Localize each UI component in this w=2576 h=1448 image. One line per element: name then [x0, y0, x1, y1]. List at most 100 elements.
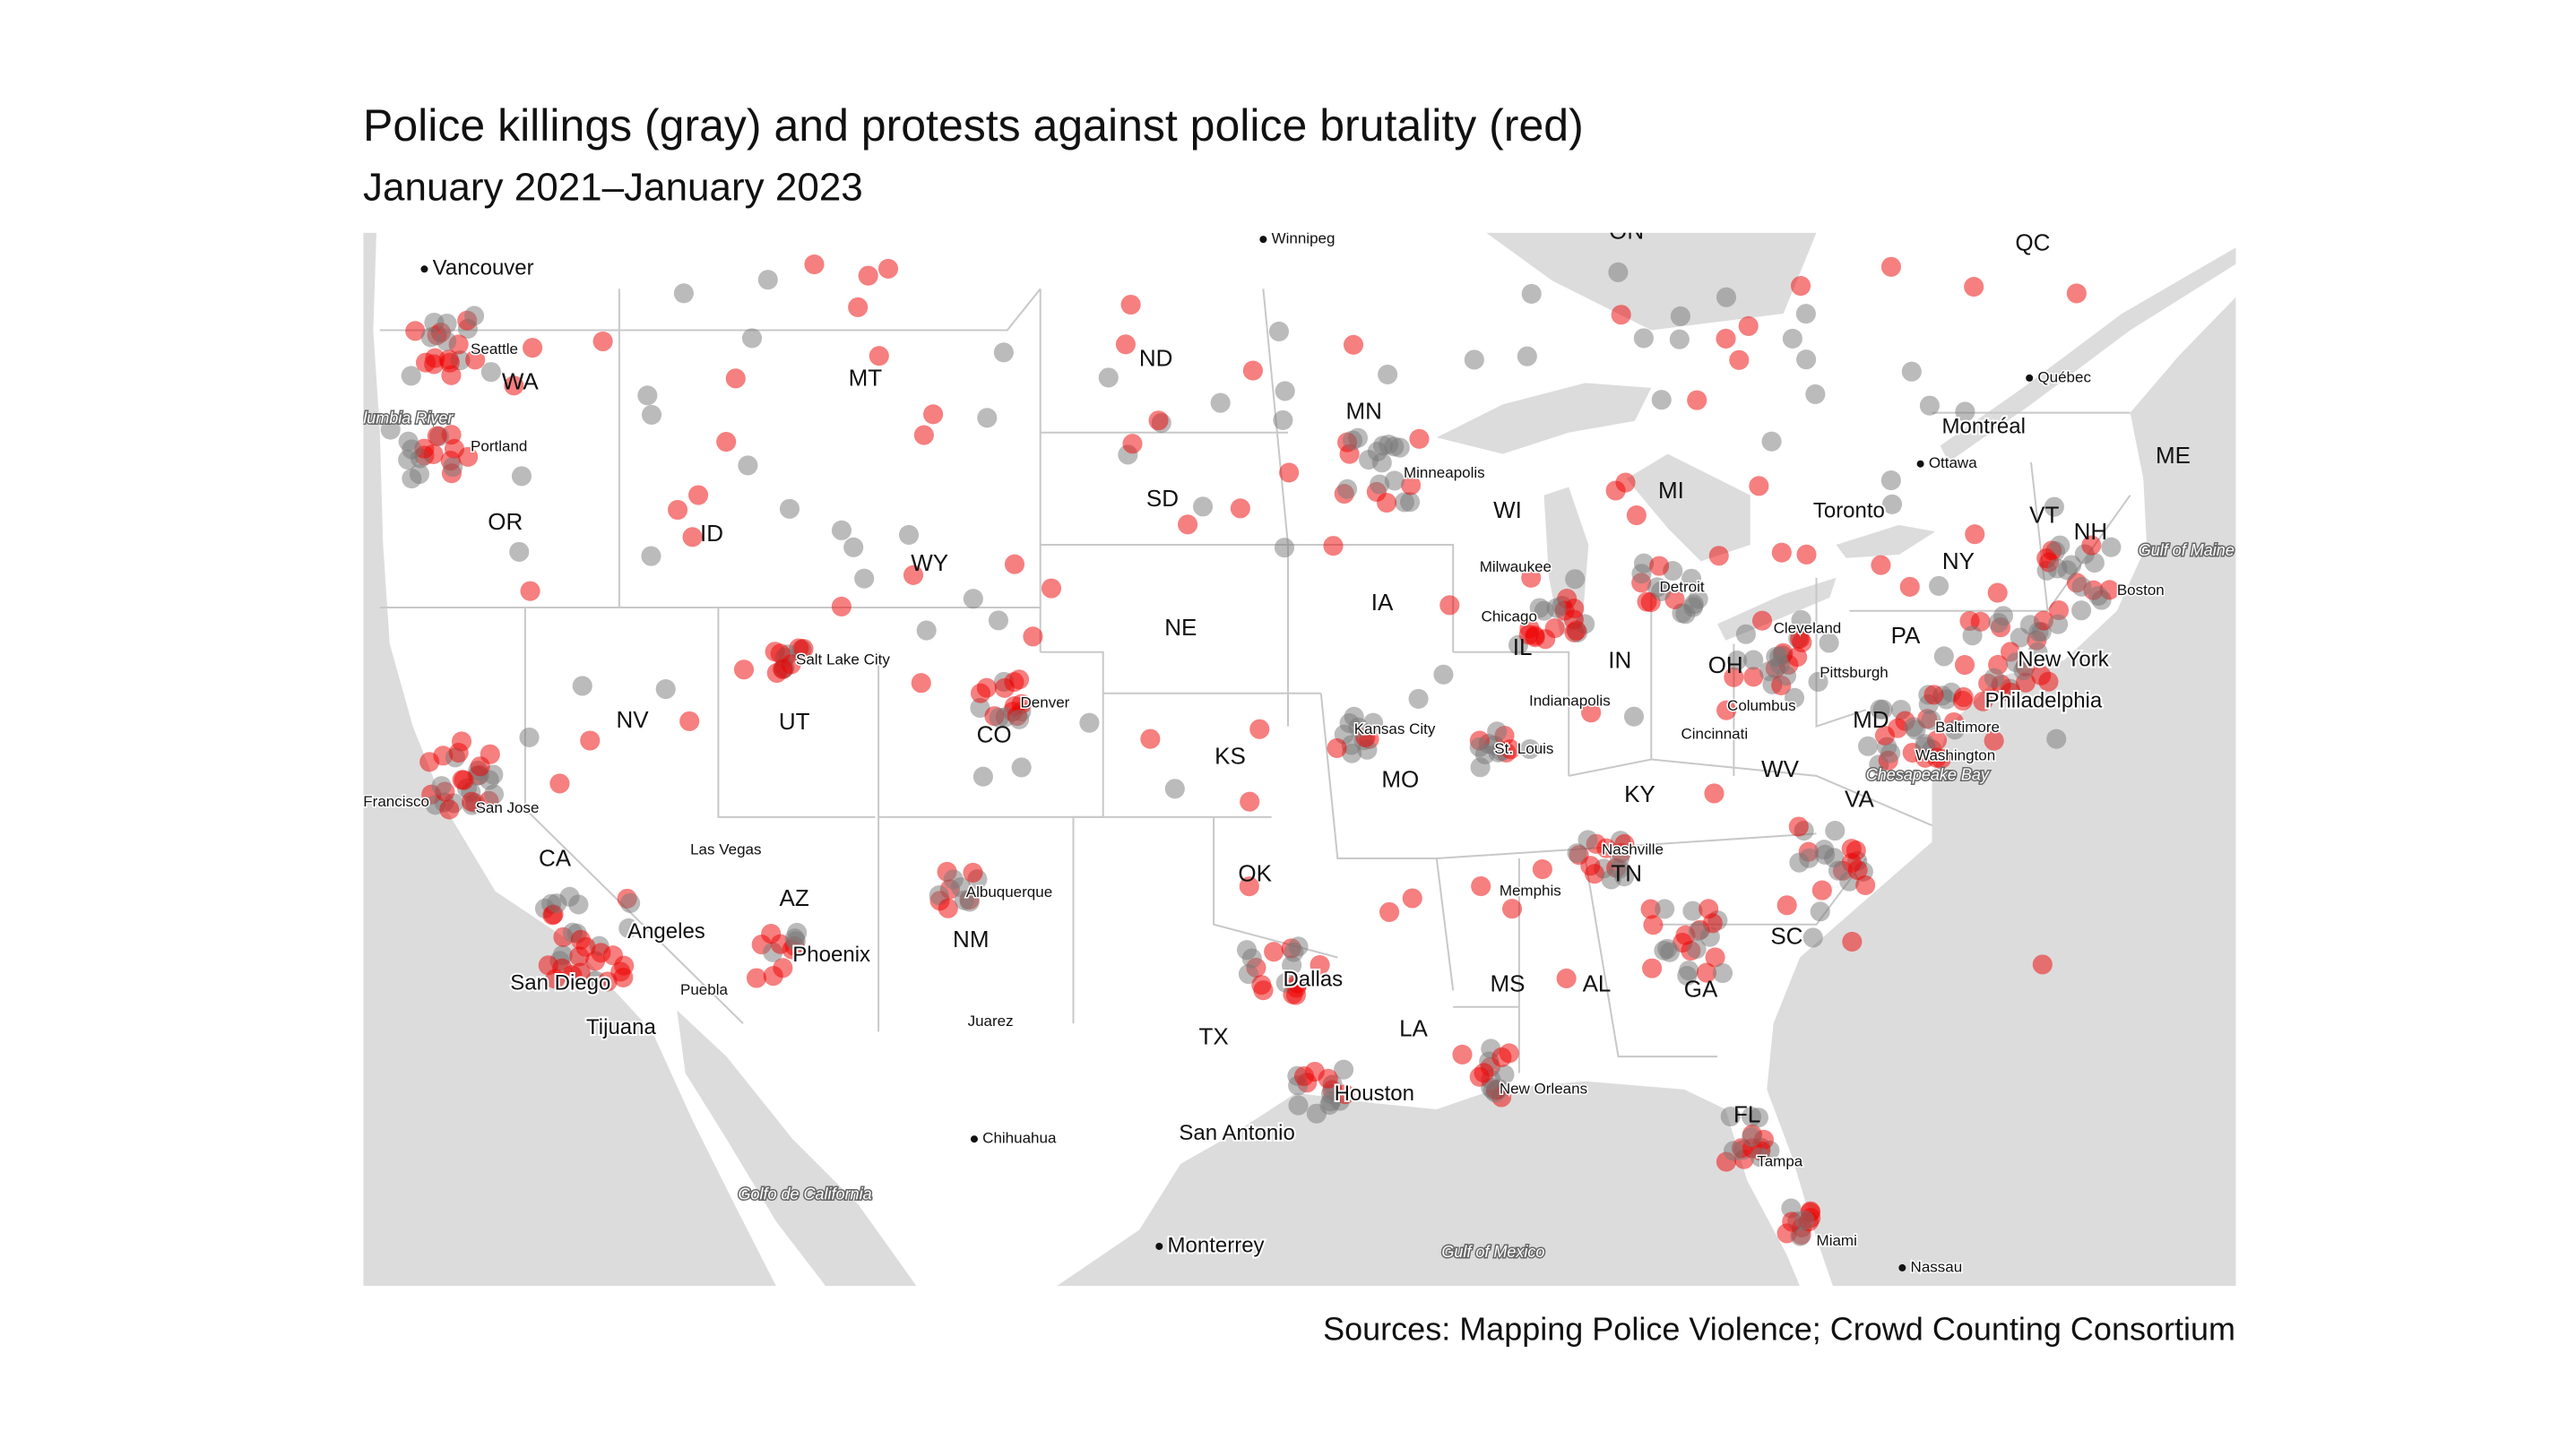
state-label: VA: [1845, 785, 1874, 812]
city-marker: [2026, 374, 2034, 382]
dot: [1655, 899, 1675, 919]
dot: [1148, 410, 1169, 431]
dot: [1337, 478, 1358, 499]
water-label: lumbia River: [363, 409, 454, 427]
dot: [1799, 848, 1820, 868]
dot: [1921, 710, 1941, 730]
city-label: Salt Lake City: [796, 651, 890, 668]
dot: [504, 375, 524, 396]
dot: [1984, 668, 2004, 688]
dot: [568, 894, 589, 915]
dot: [673, 283, 694, 304]
dot: [963, 589, 983, 609]
dot: [972, 766, 993, 787]
dot: [1004, 554, 1025, 574]
dot: [437, 313, 457, 334]
dot: [1651, 390, 1672, 410]
dot: [679, 711, 700, 731]
dot: [1611, 305, 1631, 325]
dot: [1791, 609, 1811, 630]
dot: [733, 659, 755, 680]
dot: [431, 776, 452, 797]
city-label: Detroit: [1660, 578, 1705, 595]
dot: [1115, 334, 1136, 355]
dot: [1649, 556, 1670, 576]
dot: [913, 425, 934, 445]
city-label: Boston: [2117, 582, 2165, 599]
city-label: Albuquerque: [966, 883, 1052, 901]
dot: [1409, 428, 1430, 449]
dot: [620, 892, 641, 913]
dot: [1782, 328, 1802, 349]
dot: [1704, 783, 1725, 804]
dot: [1743, 667, 1764, 687]
dot: [641, 404, 662, 426]
dot: [2088, 586, 2109, 607]
dot: [1670, 306, 1690, 326]
city-label: Las Vegas: [690, 840, 761, 858]
state-label: GA: [1684, 975, 1718, 1002]
state-label: UT: [779, 708, 810, 735]
dot: [2084, 553, 2105, 573]
city-label: Dallas: [1283, 968, 1343, 992]
dot: [462, 791, 482, 812]
dot: [1828, 860, 1849, 881]
dot: [448, 742, 469, 763]
dot: [1784, 687, 1805, 708]
water-label: Chesapeake Bay: [1866, 766, 1990, 784]
dot: [1098, 367, 1119, 388]
dot: [1805, 384, 1826, 405]
city-label: Cleveland: [1774, 619, 1842, 636]
city-label: Monterrey: [1168, 1233, 1265, 1257]
state-label: ND: [1139, 344, 1173, 371]
dot: [1944, 720, 1965, 740]
dot: [1988, 613, 2009, 634]
state-label: SC: [1770, 922, 1802, 949]
dot: [420, 327, 441, 348]
dot: [1642, 958, 1663, 978]
dot: [1306, 1103, 1327, 1124]
water: [1626, 453, 1750, 562]
city-label: Columbus: [1727, 697, 1796, 714]
water: [1836, 524, 1936, 558]
dot: [1796, 544, 1817, 565]
dot: [761, 924, 782, 944]
dot: [1581, 702, 1602, 723]
city-label: Chicago: [1482, 608, 1537, 625]
state-label: OH: [1708, 651, 1743, 678]
dot: [2046, 728, 2067, 749]
state-label: KS: [1215, 742, 1246, 769]
city-label: Milwaukee: [1480, 558, 1552, 575]
dot: [831, 596, 851, 616]
dot: [1973, 691, 1993, 711]
dot: [1677, 965, 1698, 986]
dot: [1268, 321, 1289, 342]
dot: [1293, 1066, 1315, 1087]
border: [1319, 693, 1455, 991]
dot: [1726, 651, 1748, 671]
dot: [427, 426, 447, 446]
dot: [938, 898, 958, 918]
water: [1436, 383, 1652, 454]
city-marker: [1259, 236, 1267, 244]
dot: [1708, 546, 1729, 566]
city-label: Cincinnati: [1681, 725, 1748, 742]
dot: [2071, 576, 2092, 597]
border: [2030, 461, 2049, 611]
title: Police killings (gray) and protests agai…: [363, 100, 1584, 151]
dot: [1288, 1095, 1309, 1116]
dot: [1279, 462, 1300, 483]
city-label: Vancouver: [433, 256, 534, 280]
dot: [1788, 816, 1809, 837]
dot: [1370, 474, 1390, 495]
city-label: Francisco: [363, 793, 429, 810]
dot: [1544, 618, 1565, 639]
dot: [591, 943, 611, 963]
border: [717, 608, 876, 818]
dot: [1079, 712, 1100, 733]
dot: [741, 328, 763, 349]
dot: [1566, 620, 1586, 641]
dot: [988, 610, 1009, 631]
dot: [1242, 360, 1263, 381]
dot: [458, 446, 479, 467]
